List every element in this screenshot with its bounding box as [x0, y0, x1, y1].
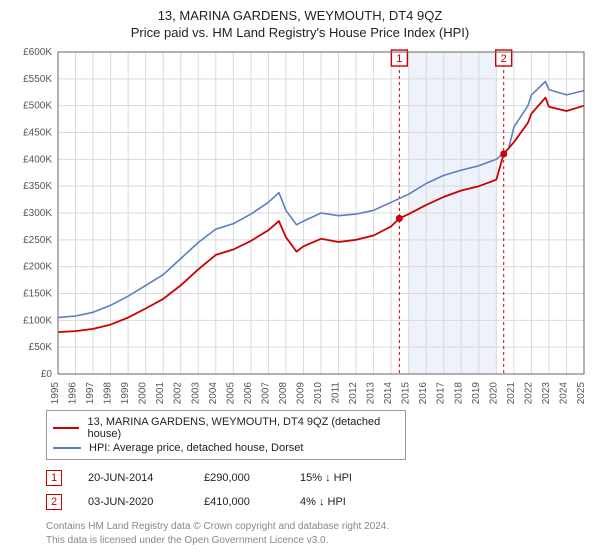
legend: 13, MARINA GARDENS, WEYMOUTH, DT4 9QZ (d… [46, 410, 406, 460]
page-title: 13, MARINA GARDENS, WEYMOUTH, DT4 9QZ [8, 8, 592, 23]
svg-text:2006: 2006 [243, 382, 254, 404]
footer: Contains HM Land Registry data © Crown c… [46, 520, 584, 547]
svg-text:2025: 2025 [576, 382, 587, 404]
svg-text:2022: 2022 [523, 382, 534, 404]
svg-text:£400K: £400K [23, 154, 52, 165]
event-diff: 4% ↓ HPI [300, 496, 380, 508]
legend-swatch [53, 447, 81, 449]
svg-text:2012: 2012 [348, 382, 359, 404]
footer-line: This data is licensed under the Open Gov… [46, 534, 584, 548]
svg-text:£450K: £450K [23, 128, 52, 139]
svg-text:2000: 2000 [138, 382, 149, 404]
svg-text:1998: 1998 [103, 382, 114, 404]
svg-text:£100K: £100K [23, 315, 52, 326]
svg-text:1997: 1997 [85, 382, 96, 404]
svg-text:2019: 2019 [471, 382, 482, 404]
page-container: 13, MARINA GARDENS, WEYMOUTH, DT4 9QZ Pr… [0, 0, 600, 555]
svg-text:£550K: £550K [23, 74, 52, 85]
svg-text:2005: 2005 [225, 382, 236, 404]
event-diff: 15% ↓ HPI [300, 472, 380, 484]
event-row: 2 03-JUN-2020 £410,000 4% ↓ HPI [46, 490, 584, 514]
legend-label: 13, MARINA GARDENS, WEYMOUTH, DT4 9QZ (d… [87, 416, 399, 440]
legend-item: HPI: Average price, detached house, Dors… [53, 441, 399, 455]
svg-text:1: 1 [396, 53, 402, 65]
svg-text:£50K: £50K [29, 342, 53, 353]
svg-text:1999: 1999 [120, 382, 131, 404]
event-date: 03-JUN-2020 [88, 496, 178, 508]
footer-line: Contains HM Land Registry data © Crown c… [46, 520, 584, 534]
svg-text:£350K: £350K [23, 181, 52, 192]
svg-text:2024: 2024 [558, 382, 569, 404]
chart: £0 £50K £100K £150K £200K £250K £300K £350K £400… [8, 44, 592, 404]
svg-text:2017: 2017 [436, 382, 447, 404]
legend-item: 13, MARINA GARDENS, WEYMOUTH, DT4 9QZ (d… [53, 415, 399, 441]
svg-text:2021: 2021 [506, 382, 517, 404]
event-price: £290,000 [204, 472, 274, 484]
svg-text:£300K: £300K [23, 208, 52, 219]
svg-text:2020: 2020 [488, 382, 499, 404]
svg-text:2001: 2001 [155, 382, 166, 404]
svg-text:£600K: £600K [23, 47, 52, 58]
svg-text:£500K: £500K [23, 101, 52, 112]
svg-text:2011: 2011 [331, 382, 342, 404]
svg-text:£0: £0 [41, 369, 53, 380]
svg-text:2004: 2004 [208, 382, 219, 404]
svg-text:2023: 2023 [541, 382, 552, 404]
svg-text:2008: 2008 [278, 382, 289, 404]
event-row: 1 20-JUN-2014 £290,000 15% ↓ HPI [46, 466, 584, 490]
svg-text:2015: 2015 [401, 382, 412, 404]
svg-text:2014: 2014 [383, 382, 394, 404]
event-badge: 2 [46, 494, 62, 510]
svg-text:2003: 2003 [190, 382, 201, 404]
svg-text:2002: 2002 [173, 382, 184, 404]
svg-text:£250K: £250K [23, 235, 52, 246]
svg-text:2016: 2016 [418, 382, 429, 404]
event-date: 20-JUN-2014 [88, 472, 178, 484]
svg-text:2009: 2009 [295, 382, 306, 404]
event-price: £410,000 [204, 496, 274, 508]
legend-swatch [53, 427, 79, 429]
svg-text:2007: 2007 [260, 382, 271, 404]
svg-text:2: 2 [501, 53, 507, 65]
svg-text:2010: 2010 [313, 382, 324, 404]
svg-text:£200K: £200K [23, 262, 52, 273]
chart-svg: £0 £50K £100K £150K £200K £250K £300K £350K £400… [8, 44, 592, 404]
svg-text:1996: 1996 [68, 382, 79, 404]
event-badge: 1 [46, 470, 62, 486]
event-table: 1 20-JUN-2014 £290,000 15% ↓ HPI 2 03-JU… [46, 466, 584, 514]
svg-text:2013: 2013 [366, 382, 377, 404]
legend-label: HPI: Average price, detached house, Dors… [89, 442, 303, 454]
svg-text:1995: 1995 [50, 382, 61, 404]
page-subtitle: Price paid vs. HM Land Registry's House … [8, 25, 592, 40]
svg-text:2018: 2018 [453, 382, 464, 404]
svg-text:£150K: £150K [23, 289, 52, 300]
